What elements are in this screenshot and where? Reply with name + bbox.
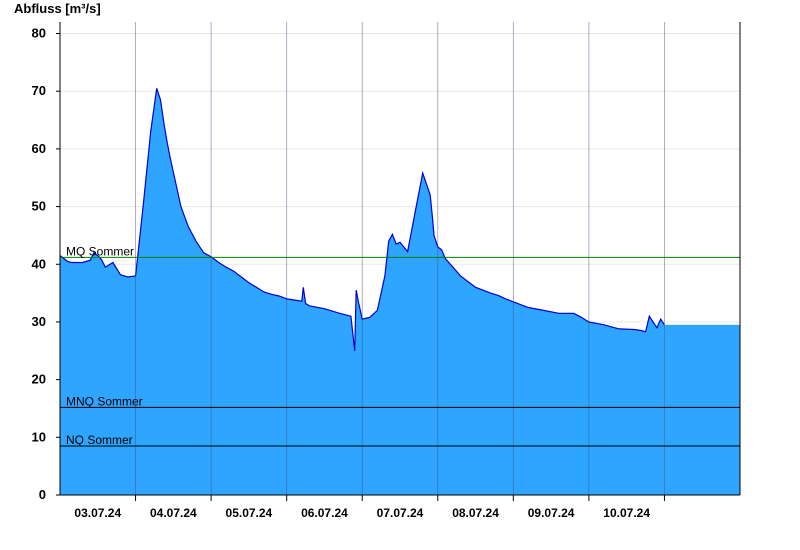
discharge-area-tail <box>664 324 740 495</box>
y-tick-label: 10 <box>32 429 46 444</box>
reference-lines: MQ Sommer MNQ Sommer NQ Sommer <box>60 244 740 447</box>
reference-line-label: MNQ Sommer <box>66 394 143 408</box>
y-tick-label: 70 <box>32 83 46 98</box>
x-tick-label: 03.07.24 <box>74 506 121 520</box>
day-separators <box>135 22 665 495</box>
axes <box>56 22 741 501</box>
y-axis-label: Abfluss [m³/s] <box>14 1 101 16</box>
y-tick-label: 0 <box>39 487 46 502</box>
y-tick-label: 30 <box>32 314 46 329</box>
x-tick-label: 06.07.24 <box>301 506 348 520</box>
x-tick-label: 10.07.24 <box>603 506 650 520</box>
y-tick-label: 40 <box>32 256 46 271</box>
x-tick-label: 07.07.24 <box>377 506 424 520</box>
x-tick-label: 08.07.24 <box>452 506 499 520</box>
x-tick-label: 05.07.24 <box>226 506 273 520</box>
y-tick-label: 50 <box>32 199 46 214</box>
discharge-line <box>59 88 665 351</box>
reference-line-label: MQ Sommer <box>66 244 134 258</box>
x-tick-labels: 03.07.24 04.07.24 05.07.24 06.07.24 07.07.24… <box>74 506 650 520</box>
y-tick-label: 20 <box>32 372 46 387</box>
x-tick-label: 04.07.24 <box>150 506 197 520</box>
y-tick-labels: 0 10 20 30 40 50 60 70 80 <box>32 26 46 502</box>
reference-line-label: NQ Sommer <box>66 433 133 447</box>
x-tick-label: 09.07.24 <box>528 506 575 520</box>
y-tick-label: 80 <box>32 26 46 41</box>
y-tick-label: 60 <box>32 141 46 156</box>
